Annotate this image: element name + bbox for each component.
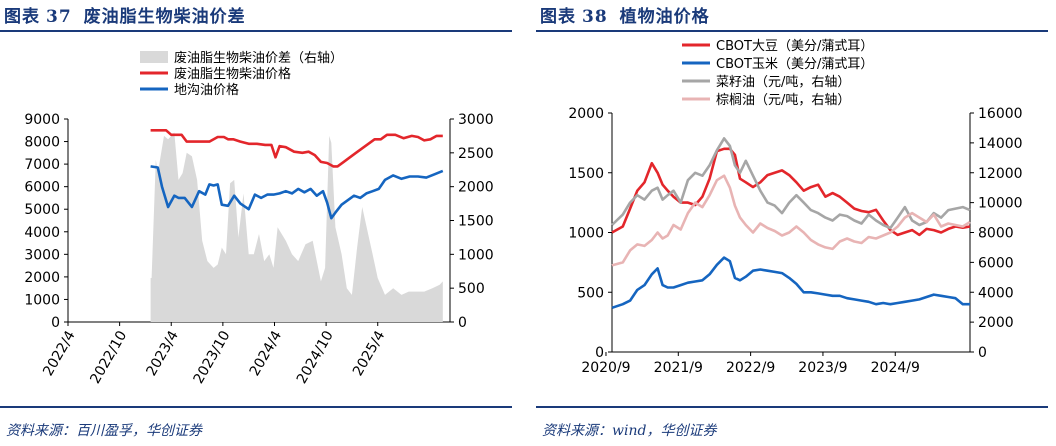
series-line-2 (150, 165, 444, 220)
bottom-rule (0, 406, 512, 408)
legend-swatch (140, 51, 168, 63)
y-right-tick-label: 4000 (978, 285, 1014, 301)
y-left-tick-label: 2000 (24, 270, 60, 286)
y-left-tick-label: 8000 (24, 135, 60, 151)
y-right-tick-label: 0 (978, 345, 987, 361)
series-area-0 (150, 132, 443, 322)
x-tick-label: 2023/10 (191, 328, 234, 386)
x-tick-label: 2020/9 (581, 360, 630, 376)
x-tick-label: 2021/9 (654, 360, 703, 376)
y-left-tick-label: 1000 (568, 226, 604, 242)
legend-label: CBOT大豆（美分/蒲式耳） (716, 39, 873, 54)
legend-label: 菜籽油（元/吨，右轴） (716, 75, 850, 90)
y-right-tick-label: 500 (458, 281, 485, 297)
legend-label: 棕榈油（元/吨，右轴） (716, 93, 850, 108)
series-line-1 (611, 256, 970, 310)
figure-38-title: 图表 38 植物油价格 (540, 7, 710, 27)
y-right-tick-label: 1500 (458, 214, 494, 230)
y-right-tick-label: 16000 (978, 106, 1023, 122)
bottom-rule (536, 406, 1048, 408)
y-left-tick-label: 1000 (24, 292, 60, 308)
x-tick-label: 2023/4 (143, 328, 182, 379)
y-left-tick-label: 6000 (24, 180, 60, 196)
y-left-tick-label: 9000 (24, 112, 60, 128)
legend-label: 废油脂生物柴油价差（右轴） (174, 50, 343, 66)
plot-area (150, 129, 444, 322)
y-left-tick-label: 3000 (24, 247, 60, 263)
y-right-tick-label: 12000 (978, 166, 1023, 182)
series-line-1 (150, 129, 443, 168)
y-left-tick-label: 4000 (24, 225, 60, 241)
y-right-tick-label: 6000 (978, 255, 1014, 271)
title-rule (536, 30, 1048, 32)
y-left-tick-label: 0 (595, 345, 604, 361)
y-left-tick-label: 500 (577, 285, 604, 301)
x-tick-label: 2023/9 (798, 360, 847, 376)
y-right-tick-label: 0 (458, 315, 467, 331)
y-right-tick-label: 8000 (978, 226, 1014, 242)
legend-label: 地沟油价格 (174, 82, 239, 98)
legend-label: CBOT玉米（美分/蒲式耳） (716, 57, 873, 72)
plot-area (611, 137, 971, 310)
legend-label: 废油脂生物柴油价格 (174, 66, 291, 82)
figure-37-source: 资料来源：百川盈孚，华创证券 (6, 423, 202, 439)
y-left-tick-label: 2000 (568, 106, 604, 122)
x-tick-label: 2022/10 (87, 328, 130, 386)
y-right-tick-label: 3000 (458, 112, 494, 128)
x-tick-label: 2024/4 (247, 328, 286, 379)
figure-37-title: 图表 37 废油脂生物柴油价差 (4, 7, 246, 27)
series-line-2 (611, 137, 971, 230)
y-left-tick-label: 1500 (568, 166, 604, 182)
y-right-tick-label: 2000 (978, 315, 1014, 331)
title-rule (0, 30, 512, 32)
figure-38-source: 资料来源：wind，华创证券 (542, 423, 717, 439)
y-left-tick-label: 7000 (24, 157, 60, 173)
x-tick-label: 2024/10 (294, 328, 337, 386)
figure-37-panel: 图表 37 废油脂生物柴油价差 0 1000 2000 3000 4000 5000 6000 7… (0, 0, 520, 446)
x-tick-label: 2022/9 (726, 360, 775, 376)
y-left-tick-label: 5000 (24, 202, 60, 218)
x-tick-label: 2024/9 (871, 360, 920, 376)
x-tick-label: 2022/4 (40, 328, 79, 379)
y-right-tick-label: 1000 (458, 247, 494, 263)
y-left-tick-label: 0 (51, 315, 60, 331)
y-right-tick-label: 2000 (458, 180, 494, 196)
y-right-tick-label: 2500 (458, 146, 494, 162)
spread-chart: 0 1000 2000 3000 4000 5000 6000 7000 8000 9000 0 50… (24, 50, 494, 387)
figure-38-panel: 图表 38 植物油价格 0 500 1000 1500 2000 0 2000 4000 6000 8… (536, 0, 1056, 446)
legend: CBOT大豆（美分/蒲式耳） CBOT玉米（美分/蒲式耳） 菜籽油（元/吨，右轴） 棕… (682, 39, 873, 108)
x-tick-label: 2025/4 (350, 328, 389, 379)
y-right-tick-label: 14000 (978, 136, 1023, 152)
y-right-tick-label: 10000 (978, 196, 1023, 212)
series-line-3 (611, 174, 971, 267)
vegetable-oil-chart: 0 500 1000 1500 2000 0 2000 4000 6000 8000 10000 12… (568, 39, 1023, 376)
